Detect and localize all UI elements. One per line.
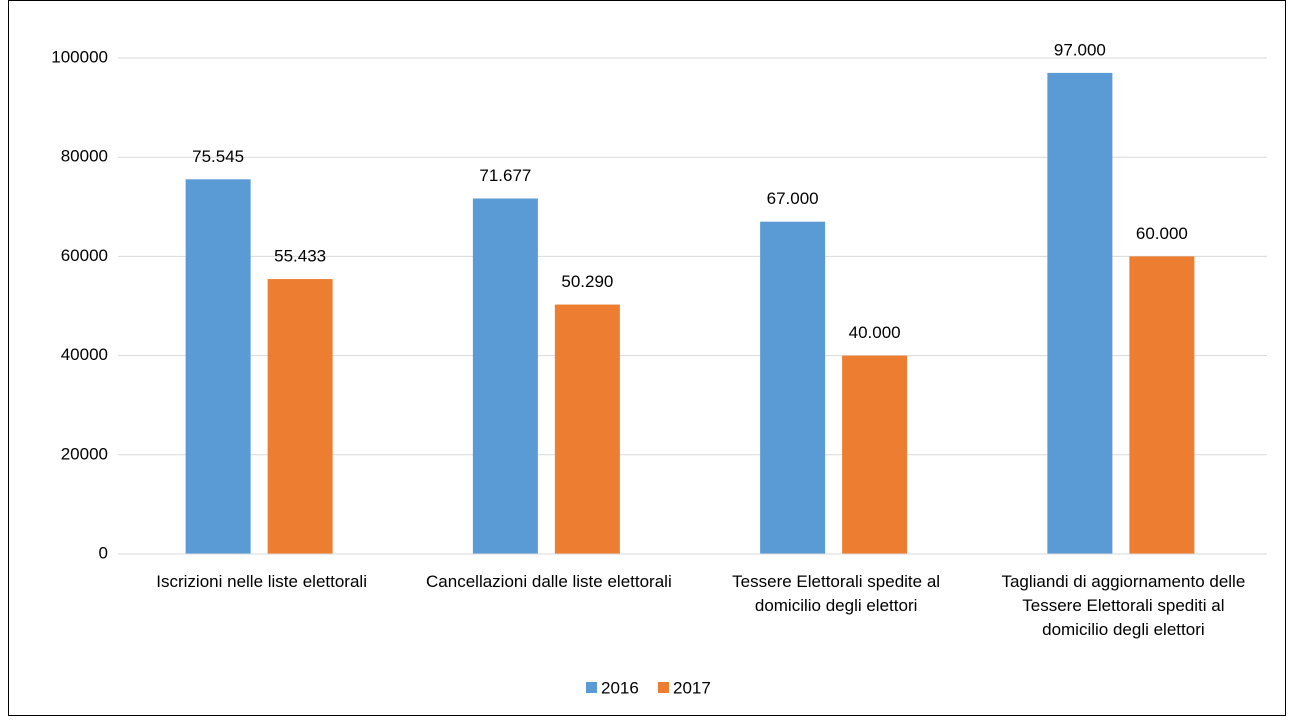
y-tick-label: 0 — [99, 543, 108, 562]
chart-frame — [8, 0, 1286, 716]
bar — [185, 179, 251, 554]
data-label: 60.000 — [1136, 224, 1188, 243]
y-tick-label: 80000 — [61, 147, 108, 166]
x-tick-label: Tagliandi di aggiornamento delle Tessere… — [1001, 572, 1246, 639]
legend-swatch — [658, 682, 669, 693]
bar — [1129, 256, 1195, 554]
x-tick-label: Cancellazioni dalle liste elettorali — [426, 572, 672, 591]
x-tick-label: Tessere Elettorali spedite al domicilio … — [732, 572, 941, 615]
data-label: 75.545 — [192, 147, 244, 166]
y-tick-label: 40000 — [61, 345, 108, 364]
data-label: 40.000 — [849, 323, 901, 342]
data-label: 50.290 — [561, 272, 613, 291]
y-tick-label: 100000 — [51, 47, 108, 66]
bar — [842, 355, 908, 554]
data-label: 55.433 — [274, 247, 326, 266]
bar — [554, 304, 620, 554]
data-label: 67.000 — [767, 189, 819, 208]
bar — [1047, 72, 1113, 554]
legend-label: 2016 — [601, 678, 639, 697]
data-label: 97.000 — [1054, 40, 1106, 59]
bar — [760, 221, 826, 554]
bar — [472, 198, 538, 554]
y-tick-label: 20000 — [61, 444, 108, 463]
bar — [267, 279, 333, 554]
y-tick-label: 60000 — [61, 246, 108, 265]
legend-swatch — [586, 682, 597, 693]
x-tick-label: Iscrizioni nelle liste elettorali — [156, 572, 367, 591]
data-label: 71.677 — [479, 166, 531, 185]
legend-label: 2017 — [673, 678, 711, 697]
